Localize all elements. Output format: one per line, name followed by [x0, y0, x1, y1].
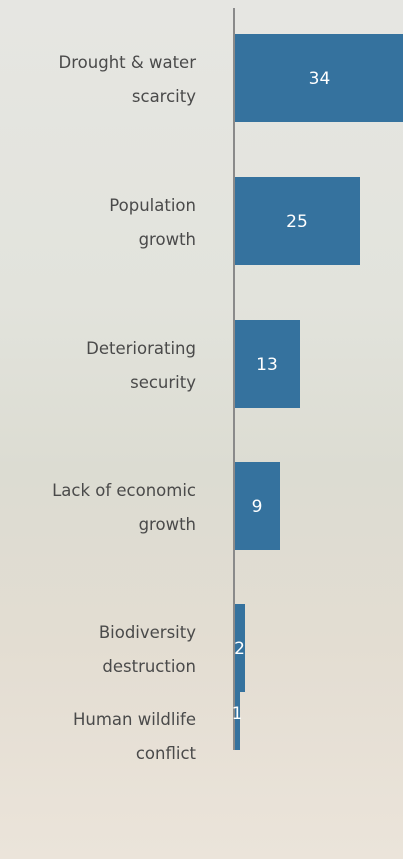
category-label: Human wildlife conflict — [72, 710, 196, 763]
bar — [234, 320, 300, 408]
category-label: Deteriorating security — [86, 339, 196, 392]
value-label: 1 — [231, 704, 243, 724]
value-label: 25 — [286, 212, 308, 232]
category-label: Population growth — [109, 196, 196, 249]
category-label: Biodiversity destruction — [98, 623, 196, 676]
bar — [234, 177, 360, 265]
value-label: 9 — [251, 497, 263, 517]
value-label: 34 — [308, 69, 331, 89]
category-label: Lack of economic growth — [52, 481, 196, 534]
bar — [234, 604, 245, 692]
bar — [234, 462, 280, 550]
value-label: 2 — [234, 639, 245, 659]
bar — [234, 676, 240, 750]
bar — [234, 34, 403, 122]
value-label: 13 — [256, 355, 278, 375]
category-label: Drought & water scarcity — [58, 53, 196, 106]
axis-line — [233, 8, 235, 750]
